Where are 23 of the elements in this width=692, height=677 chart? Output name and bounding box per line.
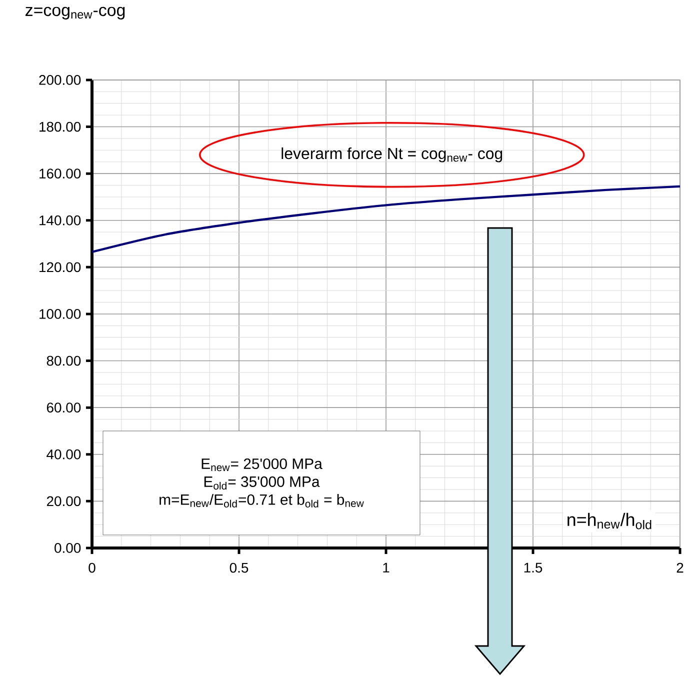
y-tick-label: 80.00 xyxy=(46,356,81,366)
y-tick-label: 180.00 xyxy=(40,122,81,132)
y-tick-label: 20.00 xyxy=(46,496,81,506)
y-tick-label: 100.00 xyxy=(40,309,81,319)
y-tick-label: 40.00 xyxy=(46,449,81,460)
annotation: m=E$_{new}$/E$_{old}$=0.71 et b$_{old}$ = b$_{new}$ xyxy=(160,494,364,508)
x-tick-label: 0 xyxy=(88,562,96,573)
y-tick-label: 200.00 xyxy=(39,75,81,85)
y-axis-title: z=cog$_{new}$-cog xyxy=(26,6,125,20)
y-tick-label: 120.00 xyxy=(40,262,81,272)
y-tick-label: 60.00 xyxy=(46,402,81,413)
line-series xyxy=(90,185,682,254)
x-tick-label: 1.5 xyxy=(524,562,542,573)
x-tick-label: 0.5 xyxy=(230,562,248,573)
y-tick-label: 160.00 xyxy=(40,168,81,179)
annotation: E$_{new}$= 25'000 MPa xyxy=(202,458,322,472)
annotation: leverarm force Nt = cog$_{new}$- cog xyxy=(282,147,502,162)
x-tick-label: 1 xyxy=(383,562,390,572)
y-tick-label: 140.00 xyxy=(40,215,81,226)
x-axis-title: n=h$_{new}$/h$_{old}$ xyxy=(568,512,652,530)
y-tick-label: 0.00 xyxy=(54,543,81,553)
x-tick-label: 2 xyxy=(676,562,684,573)
annotation: E$_{old}$= 35'000 MPa xyxy=(204,476,320,490)
